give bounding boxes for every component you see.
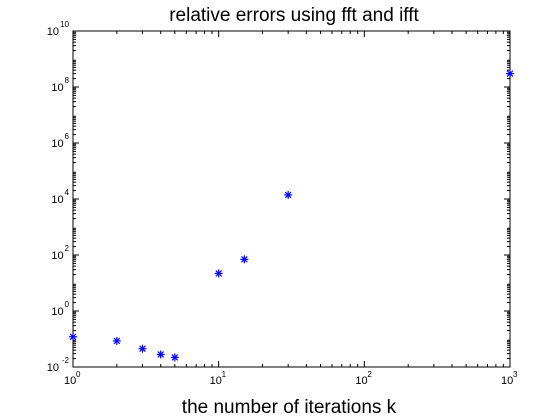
y-tick-exponent: 10 <box>60 20 69 29</box>
y-tick-base: 10 <box>47 26 59 38</box>
y-tick-label: 010 <box>51 300 69 318</box>
data-point <box>69 332 77 341</box>
data-point <box>112 336 121 345</box>
x-tick-exponent: 0 <box>76 370 81 379</box>
x-tick-label: 102 <box>355 370 372 387</box>
chart-title: relative errors using fft and ifft <box>169 5 419 26</box>
data-point <box>138 344 147 353</box>
y-tick-exponent: 2 <box>65 244 70 253</box>
plot-area <box>72 30 511 368</box>
y-tick-exponent: 4 <box>65 188 70 197</box>
x-tick-base: 10 <box>64 375 76 387</box>
data-point <box>284 190 293 199</box>
x-tick-base: 10 <box>210 375 222 387</box>
y-tick-exponent: -2 <box>62 356 70 365</box>
y-tick-base: 10 <box>51 194 63 206</box>
data-point <box>156 350 165 359</box>
data-point <box>240 255 249 264</box>
y-tick-base: 10 <box>51 250 63 262</box>
y-tick-label: -210 <box>47 356 70 374</box>
x-tick-exponent: 2 <box>367 370 372 379</box>
y-tick-base: 10 <box>47 362 59 374</box>
y-tick-label: 810 <box>51 76 69 94</box>
y-tick-base: 10 <box>51 306 63 318</box>
y-tick-base: 10 <box>51 138 63 150</box>
data-point <box>506 69 514 78</box>
x-tick-base: 10 <box>501 375 513 387</box>
y-tick-exponent: 0 <box>65 300 70 309</box>
y-tick-label: 610 <box>51 132 69 150</box>
x-tick-label: 103 <box>501 370 518 387</box>
x-tick-exponent: 1 <box>222 370 227 379</box>
y-tick-base: 10 <box>51 82 63 94</box>
x-tick-label: 101 <box>210 370 227 387</box>
data-point <box>170 353 179 362</box>
x-axis-label: the number of iterations k <box>182 397 397 418</box>
x-tick-exponent: 3 <box>513 370 518 379</box>
y-tick-label: 410 <box>51 188 69 206</box>
y-tick-label: 210 <box>51 244 69 262</box>
x-tick-base: 10 <box>355 375 367 387</box>
y-tick-exponent: 6 <box>65 132 70 141</box>
data-points <box>69 69 514 362</box>
data-point <box>214 269 223 278</box>
y-tick-exponent: 8 <box>65 76 70 85</box>
x-tick-label: 100 <box>64 370 81 387</box>
